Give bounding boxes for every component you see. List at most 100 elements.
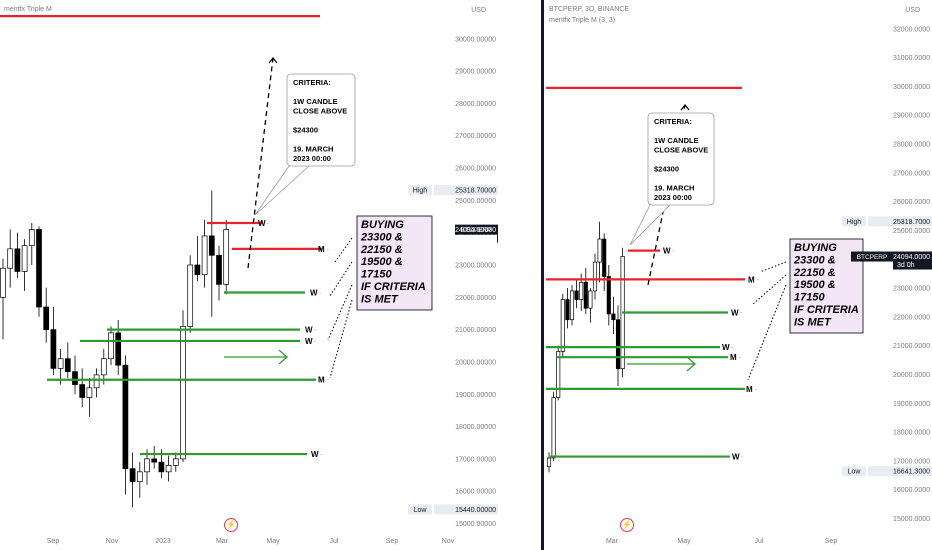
y-tick-label: 27000.00000 [455, 133, 496, 140]
level-dot: · [739, 355, 741, 361]
low-tag-bg [842, 466, 866, 477]
callout-pointer [629, 204, 671, 246]
level-dot: · [267, 221, 269, 227]
callout-text: 1W CANDLE [293, 97, 338, 106]
callout-text: 19. MARCH [293, 145, 333, 154]
low-value-bg [434, 504, 498, 515]
note-text: 23300 & [360, 231, 403, 243]
y-tick-label: 19000.0000 [893, 401, 930, 408]
callout-text: CRITERIA: [654, 117, 692, 126]
level-dot: · [755, 387, 757, 393]
level-dot: · [314, 328, 316, 334]
dotted-arrow [329, 261, 353, 297]
candle-body [588, 290, 593, 309]
panel-divider[interactable] [541, 0, 544, 550]
candle-body [216, 254, 222, 285]
candle-body [122, 364, 129, 469]
candle-body [108, 332, 114, 360]
x-tick-label: Jul [330, 538, 339, 545]
level-label: W [731, 309, 739, 318]
callout-text: 19. MARCH [654, 184, 694, 193]
candle-body [565, 299, 570, 321]
candle-body [208, 235, 215, 256]
price-tag: 24094.0000 [893, 254, 930, 261]
buying-note [789, 238, 864, 334]
level-label: M [748, 275, 755, 284]
y-tick-label: 22000.0000 [893, 314, 930, 321]
left-indicator-title: mentfx Triple M [4, 6, 52, 13]
y-tick-label: 23000.00000 [455, 263, 496, 270]
note-text: 22150 & [360, 244, 403, 256]
low-value: 16641.3000 [893, 469, 930, 476]
symbol-tag: BTCPERP [461, 227, 492, 234]
callout-text: CRITERIA: [293, 78, 331, 87]
x-tick-label: Jul [755, 538, 764, 545]
y-tick-label: 23000.0000 [893, 286, 930, 293]
candle-body [115, 332, 122, 366]
candle-body [583, 281, 588, 309]
projection-arrowhead [680, 104, 690, 111]
y-tick-label: 21000.0000 [893, 343, 930, 350]
y-tick-label: 30000.00000 [455, 36, 496, 43]
tradingview-logo-icon: ⚡ [224, 518, 238, 532]
level-dot: · [757, 277, 759, 283]
high-tag-label: High [413, 188, 428, 195]
buying-note [356, 215, 433, 311]
candle-body [100, 358, 107, 376]
y-tick-label: 31000.0000 [893, 55, 930, 62]
price-tag-bg [893, 251, 932, 270]
dotted-arrow [747, 284, 787, 381]
dotted-arrow [751, 274, 787, 306]
low-value: 15440.00000 [455, 507, 496, 514]
y-tick-label: 20000.00000 [455, 359, 496, 366]
level-label: W [663, 247, 671, 256]
y-tick-label: 17000.0000 [893, 458, 930, 465]
dotted-arrow [759, 261, 787, 273]
y-tick-label: 19000.00000 [455, 392, 496, 399]
criteria-callout [286, 73, 356, 167]
x-tick-label: Sep [825, 538, 838, 545]
callout-text: 2023 00:00 [654, 193, 692, 202]
price-tag: 24094.00000 [455, 227, 496, 234]
x-tick-label: Nov [106, 538, 119, 545]
candle-body [0, 267, 6, 298]
note-text: IF CRITERIA [794, 304, 859, 316]
right-symbol-title: BTCPERP, 3D, BINANCE [549, 6, 630, 13]
high-tag-bg [842, 216, 866, 227]
level-dot: · [672, 249, 674, 255]
right-indicator-title: mentfx Triple M (3, 3) [549, 17, 616, 24]
dotted-arrow [329, 299, 353, 379]
symbol-tag: BTCPERP [857, 254, 888, 261]
candle-body [93, 374, 100, 389]
countdown-tag: 6d 0h [501, 235, 519, 242]
y-tick-label: 18000.00000 [455, 424, 496, 431]
level-label: W [732, 453, 740, 462]
candle-body [158, 461, 165, 473]
y-tick-label: 25000.0000 [893, 228, 930, 235]
candle-body [606, 276, 611, 315]
callout-text: $24300 [654, 165, 679, 174]
candle-body [172, 458, 179, 466]
y-tick-label: 30000.0000 [893, 84, 930, 91]
note-text: BUYING [361, 219, 404, 231]
right-chart-panel: 15000.0000 16000.0000 17000.0000 18000.0000… [546, 7, 932, 545]
candle-body [194, 264, 201, 276]
level-dot: · [731, 345, 733, 351]
tradingview-logo-icon: ⚡ [620, 518, 634, 532]
x-tick-label: 2023 [155, 538, 171, 545]
x-tick-label: May [677, 538, 691, 545]
left-chart-panel: 15000.00000 16000.00000 17000.00000 18000.0… [0, 7, 519, 545]
y-tick-label: 17000.00000 [455, 456, 496, 463]
x-tick-label: Mar [606, 538, 619, 545]
x-tick-label: Mar [216, 538, 229, 545]
callout-text: $24300 [293, 126, 318, 135]
note-text: 23300 & [793, 254, 836, 266]
candle-body [597, 238, 602, 263]
note-text: 22150 & [793, 267, 836, 279]
symbol-tag-bg [851, 251, 893, 262]
note-text: 19500 & [794, 279, 836, 291]
countdown-tag: 3d 0h [897, 262, 915, 269]
y-tick-label: 21000.00000 [455, 327, 496, 334]
callout-text: CLOSE ABOVE [654, 146, 708, 155]
